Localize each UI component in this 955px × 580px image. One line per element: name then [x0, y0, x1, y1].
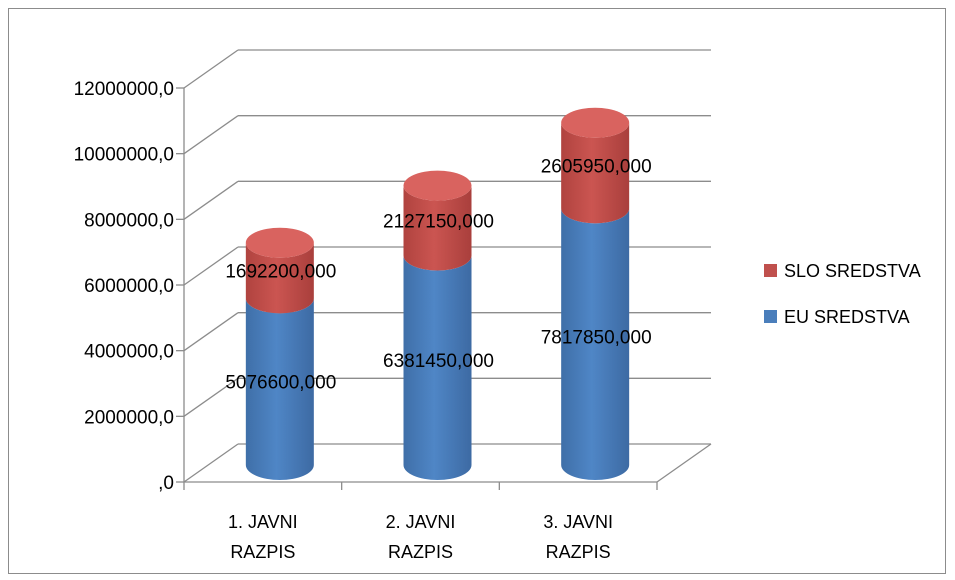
cylinder-segment-eu — [403, 255, 472, 480]
y-tick-label: ,0 — [158, 473, 174, 494]
y-tick-label: 2000000,0 — [84, 407, 174, 428]
gridlines — [183, 49, 712, 483]
gridline-side — [183, 246, 239, 286]
cylinder-segment-eu — [561, 208, 630, 481]
cylinder-top — [403, 170, 472, 201]
cylinder-top — [245, 227, 314, 258]
data-label: 2127150,000 — [383, 212, 494, 233]
y-tick-label: 4000000,0 — [84, 342, 174, 363]
data-label: 2605950,000 — [541, 157, 652, 178]
gridline-side — [183, 312, 239, 352]
legend-swatch — [764, 310, 777, 323]
y-tick-label: 12000000,0 — [74, 79, 174, 100]
category-label: 1. JAVNI RAZPIS — [228, 512, 298, 562]
cylinder-segment-slo — [245, 242, 314, 314]
gridline-side — [183, 377, 239, 417]
legend-swatch — [764, 264, 777, 277]
legend-label: SLO SREDSTVA — [784, 261, 921, 281]
bars — [245, 107, 630, 481]
cylinder-segment-eu — [245, 298, 314, 480]
gridline-side — [183, 115, 239, 155]
gridline-side — [183, 180, 239, 220]
cylinder-segment-slo — [561, 122, 630, 224]
y-tick-label: 10000000,0 — [74, 145, 174, 166]
y-tick-label: 8000000,0 — [84, 210, 174, 231]
legend-label: EU SREDSTVA — [784, 307, 910, 327]
data-label: 5076600,000 — [225, 373, 336, 394]
data-labels: 5076600,000 1692200,000 6381450,000 2127150… — [225, 157, 651, 394]
axes: ,0 2000000,0 4000000,0 6000000,0 8000000,0 10… — [74, 79, 658, 562]
category-label: 2. JAVNI RAZPIS — [386, 512, 456, 562]
gridline-side — [183, 443, 239, 483]
category-label: 3. JAVNI RAZPIS — [543, 512, 613, 562]
data-label: 6381450,000 — [383, 351, 494, 372]
legend: SLO SREDSTVA EU SREDSTVA — [764, 261, 921, 327]
y-tick-label: 6000000,0 — [84, 276, 174, 297]
floor-side — [656, 443, 712, 483]
data-label: 1692200,000 — [225, 262, 336, 283]
chart-frame — [8, 8, 946, 574]
cylinder-segment-slo — [403, 185, 472, 271]
cylinder-top — [561, 107, 630, 138]
gridline-side — [183, 49, 239, 89]
data-label: 7817850,000 — [541, 328, 652, 349]
